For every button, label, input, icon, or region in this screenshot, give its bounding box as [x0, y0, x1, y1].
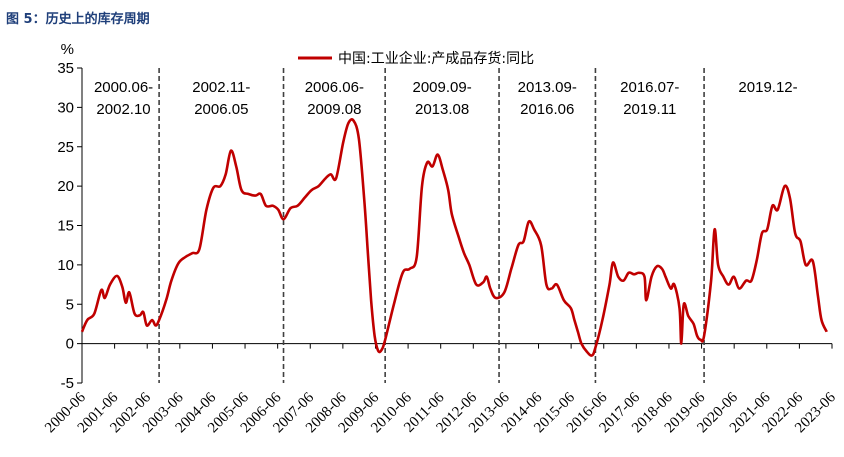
cycle-label-start: 2000.06-: [94, 79, 153, 96]
y-tick-label: 15: [57, 218, 74, 235]
cycle-label-end: 2006.05: [194, 101, 248, 118]
y-axis-unit: %: [61, 41, 74, 58]
legend-label: 中国:工业企业:产成品存货:同比: [338, 50, 534, 67]
y-tick-label: 30: [57, 99, 74, 116]
y-tick-label: 35: [57, 60, 74, 77]
y-tick-label: -5: [61, 375, 74, 392]
cycle-label-start: 2009.09-: [412, 79, 471, 96]
figure-title: 图 5：历史上的库存周期: [6, 12, 150, 27]
y-tick-label: 25: [57, 139, 74, 156]
cycle-dividers: [158, 68, 705, 383]
cycle-label-start: 2002.11-: [192, 79, 250, 96]
legend: 中国:工业企业:产成品存货:同比: [298, 50, 534, 67]
cycle-label-end: 2002.10: [96, 101, 150, 118]
y-tick-label: 0: [66, 336, 74, 353]
series-group: [80, 118, 828, 357]
cycle-label-end: 2009.08: [307, 101, 361, 118]
cycle-label-end: 2013.08: [415, 101, 469, 118]
cycle-label-end: 2019.11: [623, 101, 676, 118]
cycle-labels: 2000.06- 2002.10 2002.11- 2006.05 2006.06- 20…: [94, 79, 798, 118]
y-tick-label: 20: [57, 178, 74, 195]
cycle-label-start: 2013.09-: [518, 79, 577, 96]
cycle-label-start: 2006.06-: [305, 79, 364, 96]
series-line-inventory-yoy: [80, 118, 828, 357]
cycle-label-start: 2019.12-: [738, 79, 797, 96]
cycle-label-start: 2016.07-: [620, 79, 679, 96]
y-tick-label: 10: [57, 257, 74, 274]
cycle-label-end: 2016.06: [520, 101, 574, 118]
y-tick-label: 5: [66, 296, 74, 313]
